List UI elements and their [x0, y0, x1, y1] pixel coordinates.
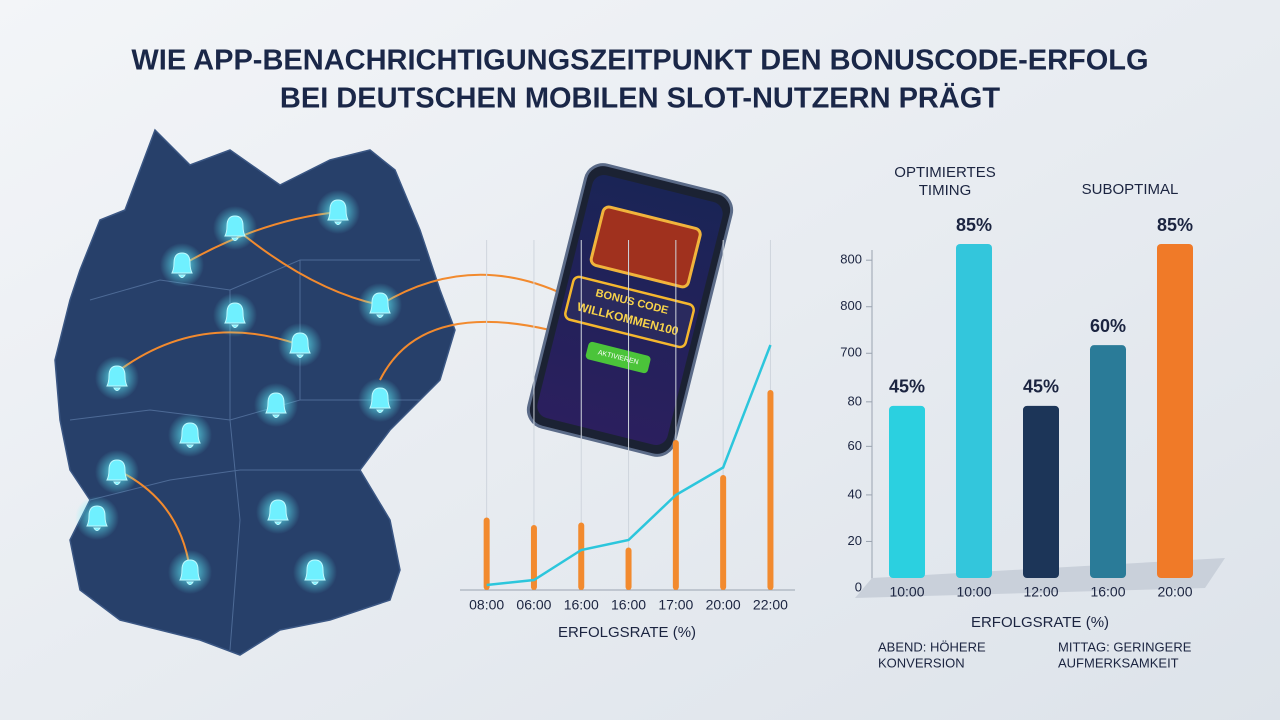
germany: [54, 128, 456, 656]
y-tick-label: 60: [848, 438, 862, 453]
value-label: 45%: [889, 377, 925, 397]
bar: [956, 244, 992, 578]
x-tick-label: 16:00: [1090, 584, 1125, 600]
bell: [327, 199, 349, 225]
slot-reels: [589, 205, 702, 289]
bell: [369, 387, 391, 413]
x-tick-label: 22:00: [753, 597, 788, 613]
x-tick-label: 20:00: [706, 597, 741, 613]
bell: [304, 559, 326, 585]
y-tick-label: 80: [848, 393, 862, 408]
value-label: 85%: [956, 215, 992, 235]
bell: [224, 215, 246, 241]
bar: [767, 390, 774, 590]
bell: [179, 422, 201, 448]
x-tick-label: 10:00: [889, 584, 924, 600]
bar: [1023, 405, 1059, 578]
x-tick-label: 16:00: [564, 597, 599, 613]
title: WIE APP-BENACHRICHTIGUNGSZEITPUNKT DEN B…: [131, 45, 1148, 77]
activate-button[interactable]: [585, 341, 651, 374]
x-tick-label: 08:00: [469, 597, 504, 613]
note: ABEND: HÖHERE: [878, 639, 986, 654]
note: AUFMERKSAMKEIT: [1058, 655, 1179, 670]
bar: [720, 475, 727, 590]
bell: [224, 302, 246, 328]
bell: [369, 292, 391, 318]
map: [54, 128, 566, 656]
y-tick-label: 0: [855, 579, 862, 594]
bell: [106, 365, 128, 391]
code-box: [564, 275, 695, 349]
title: BEI DEUTSCHEN MOBILEN SLOT-NUTZERN PRÄGT: [280, 82, 1000, 115]
bar: [483, 517, 490, 590]
value-label: 60%: [1090, 316, 1126, 336]
bell: [106, 459, 128, 485]
bar: [889, 405, 925, 578]
y-tick-label: 700: [840, 345, 862, 360]
bell: [179, 559, 201, 585]
value-label: 45%: [1023, 377, 1059, 397]
y-tick-label: 800: [840, 298, 862, 313]
bell: [289, 332, 311, 358]
phone: BONUS CODE WILLKOMMEN100 AKTIVIEREN: [526, 163, 734, 457]
annotation: SUBOPTIMAL: [1082, 181, 1179, 198]
annotation: TIMING: [919, 182, 972, 199]
bell: [267, 499, 289, 525]
x-tick-label: 12:00: [1023, 584, 1058, 600]
y-tick-label: 20: [848, 533, 862, 548]
note: MITTAG: GERINGERE: [1058, 639, 1192, 654]
x-tick-label: 20:00: [1157, 584, 1192, 600]
line: [486, 344, 772, 587]
x-tick-label: 06:00: [516, 597, 551, 613]
bar: [1157, 244, 1193, 578]
note: KONVERSION: [878, 655, 965, 670]
bell: [171, 252, 193, 278]
bar: [530, 525, 537, 590]
bar: [625, 547, 632, 590]
annotation: OPTIMIERTES: [894, 164, 995, 181]
bell: [265, 392, 287, 418]
y-tick-label: 40: [848, 486, 862, 501]
x-tick-label: 16:00: [611, 597, 646, 613]
x-tick-label: 17:00: [658, 597, 693, 613]
value-label: 85%: [1157, 215, 1193, 235]
bell: [86, 505, 108, 531]
bar: [578, 522, 585, 590]
x-axis-label: ERFOLGSRATE (%): [558, 624, 696, 641]
x-tick-label: 10:00: [956, 584, 991, 600]
bar: [672, 440, 679, 590]
y-tick-label: 800: [840, 252, 862, 267]
x-axis-label: ERFOLGSRATE (%): [971, 614, 1109, 631]
bar: [1090, 345, 1126, 578]
